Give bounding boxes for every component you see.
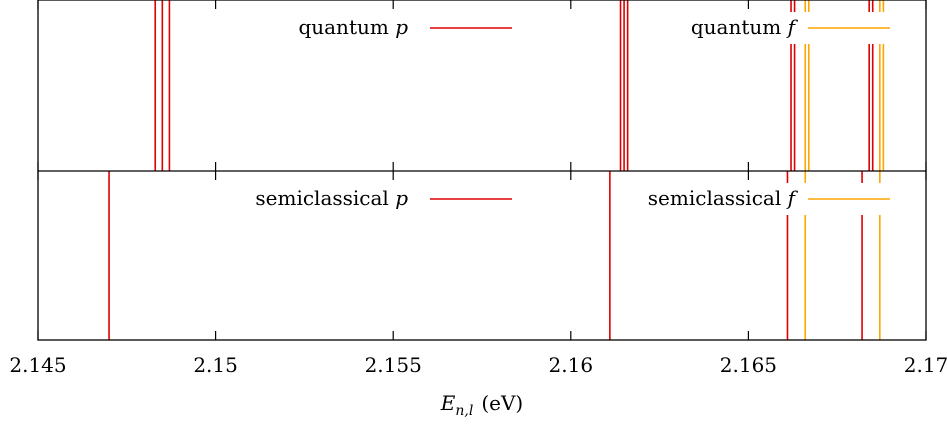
x-tick-label: 2.17 [904,353,947,377]
legend-label-text: semiclassical [255,186,395,210]
x-tick-label: 2.155 [365,353,422,377]
legend-semiclassical-f: semiclassical f [641,183,894,215]
legend-quantum-f: quantum f [684,12,894,44]
x-axis-label-symbol: E [440,391,456,415]
legend-label-symbol: p [395,15,408,39]
legend-semiclassical-p: semiclassical p [249,183,516,215]
legend-label: quantum f [691,15,799,39]
legend-label-text: quantum [691,15,788,39]
x-tick-label: 2.165 [720,353,777,377]
legend-label: semiclassical f [648,186,799,210]
x-axis-label: En,l (eV) [440,391,523,419]
x-tick-label: 2.16 [549,353,594,377]
x-axis-label-unit: (eV) [481,391,523,415]
legend-label-symbol: p [395,186,408,210]
legend-label-text: semiclassical [648,186,788,210]
legend-label: quantum p [298,15,408,39]
x-tick-label: 2.145 [9,353,66,377]
x-tick-label: 2.15 [193,353,238,377]
legend-quantum-p: quantum p [292,12,516,44]
x-axis-ticks: 2.145 2.15 2.155 2.16 2.165 2.17 [9,0,947,377]
legend-label-text: quantum [298,15,395,39]
x-axis-label-subscript: n,l [455,403,473,419]
legend-label: semiclassical p [255,186,408,210]
